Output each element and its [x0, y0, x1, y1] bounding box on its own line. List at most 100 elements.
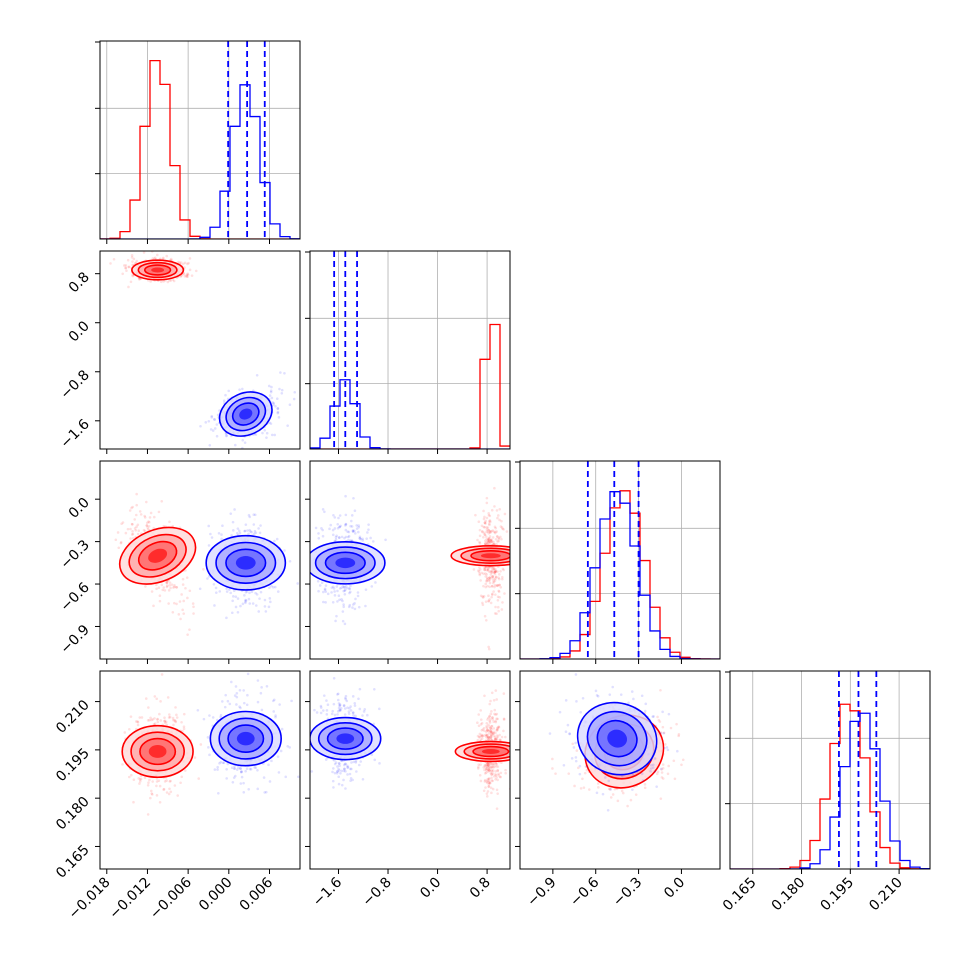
- scatter-point: [487, 600, 491, 603]
- scatter-point: [279, 749, 283, 753]
- scatter-point: [192, 612, 195, 615]
- scatter-point: [349, 590, 352, 594]
- scatter-point: [493, 765, 496, 768]
- scatter-point: [341, 610, 345, 613]
- scatter-point: [661, 777, 665, 780]
- scatter-point: [127, 265, 131, 269]
- scatter-point: [210, 536, 214, 539]
- scatter-point: [226, 699, 230, 703]
- scatter-point: [491, 543, 495, 546]
- scatter-point: [486, 538, 490, 541]
- scatter-point: [333, 594, 337, 597]
- scatter-point: [504, 735, 507, 739]
- scatter-point: [485, 580, 488, 583]
- scatter-point: [269, 390, 273, 394]
- scatter-point: [487, 777, 491, 781]
- scatter-point: [384, 538, 387, 542]
- scatter-point: [482, 584, 485, 588]
- scatter-point: [334, 538, 338, 541]
- scatter-point: [145, 524, 149, 527]
- scatter-point: [484, 771, 488, 774]
- scatter-point: [486, 779, 489, 782]
- scatter-point: [165, 584, 169, 588]
- scatter-point: [199, 424, 202, 428]
- scatter-point: [331, 528, 335, 532]
- scatter-point: [175, 713, 178, 717]
- scatter-point: [170, 583, 174, 586]
- scatter-point: [193, 756, 197, 759]
- scatter-point: [491, 593, 494, 596]
- contour-level-3: [139, 737, 177, 766]
- scatter-point: [652, 715, 655, 718]
- scatter-point: [488, 522, 491, 526]
- scatter-point: [478, 735, 482, 738]
- scatter-point: [626, 804, 629, 808]
- scatter-point: [643, 783, 647, 786]
- scatter-point: [165, 723, 169, 727]
- scatter-point: [485, 526, 488, 529]
- scatter-point: [486, 735, 490, 739]
- scatter-point: [568, 732, 571, 736]
- scatter-point: [346, 765, 350, 769]
- scatter-point: [490, 772, 493, 776]
- scatter-point: [274, 404, 277, 408]
- scatter-point: [319, 704, 323, 708]
- histogram-content: [310, 251, 510, 449]
- scatter-point: [490, 571, 494, 575]
- scatter-point: [344, 494, 347, 498]
- scatter-point: [321, 590, 325, 594]
- scatter-point: [499, 775, 502, 779]
- scatter-point: [344, 787, 347, 790]
- scatter-point: [221, 700, 224, 703]
- scatter-point: [490, 733, 493, 736]
- scatter-point: [240, 770, 243, 773]
- scatter-point: [247, 597, 251, 601]
- scatter-point: [484, 733, 488, 736]
- scatter-point: [134, 720, 138, 723]
- scatter-point: [256, 700, 260, 704]
- scatter-point: [150, 590, 154, 593]
- scatter-point: [243, 594, 246, 597]
- scatter-point: [482, 535, 485, 539]
- scatter-point: [244, 590, 248, 594]
- scatter-point: [367, 523, 370, 526]
- scatter-point: [333, 590, 336, 593]
- scatter-point: [349, 767, 352, 771]
- scatter-point: [339, 706, 343, 710]
- scatter-point: [490, 584, 494, 588]
- scatter-point: [354, 761, 358, 764]
- scatter-point: [325, 709, 329, 712]
- scatter-point: [343, 536, 346, 540]
- scatter-point: [487, 736, 490, 740]
- scatter-point: [125, 269, 128, 273]
- scatter-point: [481, 595, 484, 598]
- scatter-point: [263, 791, 266, 794]
- scatter-point: [660, 767, 663, 771]
- scatter-point: [176, 794, 180, 797]
- scatter-point: [337, 706, 341, 710]
- scatter-point: [326, 703, 330, 707]
- scatter-point: [198, 587, 202, 591]
- scatter-point: [240, 775, 244, 779]
- contour-level-2: [463, 743, 510, 760]
- scatter-point: [503, 592, 506, 595]
- scatter-point: [486, 728, 489, 732]
- scatter-point: [497, 536, 501, 540]
- scatter-point: [336, 713, 339, 716]
- scatter-point: [353, 509, 357, 512]
- scatter-point: [168, 780, 172, 783]
- scatter-point: [121, 272, 124, 276]
- scatter-point: [651, 766, 655, 769]
- scatter-point: [491, 592, 494, 596]
- scatter-point: [268, 780, 272, 783]
- scatter-point: [220, 537, 223, 541]
- scatter-point: [132, 257, 136, 261]
- scatter-point: [481, 530, 484, 534]
- scatter-point: [155, 780, 159, 783]
- scatter-point: [336, 589, 339, 593]
- scatter-point: [130, 533, 134, 536]
- scatter-content: [114, 492, 299, 636]
- scatter-point: [485, 730, 488, 734]
- scatter-point: [255, 373, 259, 377]
- scatter-point: [341, 619, 345, 623]
